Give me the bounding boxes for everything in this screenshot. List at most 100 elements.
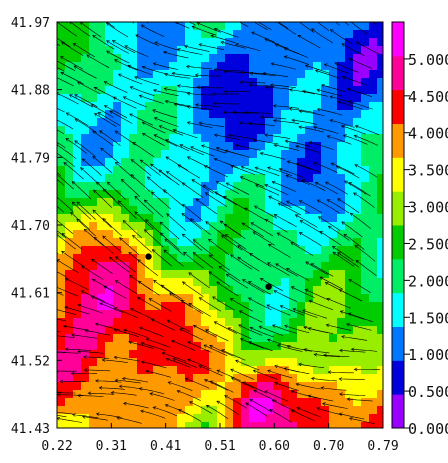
streamline <box>102 359 128 363</box>
heatmap-cell <box>177 150 186 159</box>
streamline <box>140 159 161 176</box>
heatmap-cell <box>329 62 338 71</box>
heatmap-cell <box>225 118 234 127</box>
heatmap-cell <box>201 278 210 287</box>
heatmap-cell <box>233 238 242 247</box>
streamline <box>240 338 265 349</box>
streamline <box>214 69 240 72</box>
streamline-arrowhead <box>57 416 60 421</box>
heatmap-cell <box>321 358 330 367</box>
heatmap-cell <box>337 406 346 415</box>
heatmap-cell <box>257 270 266 279</box>
heatmap-cell <box>273 318 282 327</box>
heatmap-cell <box>329 22 338 31</box>
heatmap-cell <box>217 110 226 119</box>
heatmap-cell <box>217 86 226 95</box>
heatmap-cell <box>193 46 202 55</box>
streamline-arrowhead <box>338 412 343 417</box>
heatmap-cell <box>57 86 66 95</box>
heatmap-cell <box>289 398 298 407</box>
heatmap-cell <box>161 198 170 207</box>
heatmap-cell <box>185 382 194 391</box>
heatmap-cell <box>137 62 146 71</box>
streamline-arrowhead <box>284 139 289 144</box>
streamline <box>351 348 377 352</box>
heatmap-cell <box>369 374 378 383</box>
streamline <box>253 390 278 402</box>
streamline <box>348 279 371 293</box>
heatmap-cell <box>249 126 258 135</box>
heatmap-cell <box>329 294 338 303</box>
streamline <box>271 63 297 70</box>
heatmap-cell <box>233 54 242 63</box>
streamline <box>354 245 376 262</box>
heatmap-cell <box>377 30 383 39</box>
streamline-arrowhead <box>204 379 208 383</box>
heatmap-cell <box>129 262 138 271</box>
heatmap-cell <box>233 110 242 119</box>
heatmap-cell <box>265 102 274 111</box>
heatmap-cell <box>161 230 170 239</box>
heatmap-cell <box>297 342 306 351</box>
streamline <box>342 76 367 86</box>
heatmap-cell <box>193 318 202 327</box>
heatmap-cell <box>73 382 82 391</box>
heatmap-cell <box>273 22 282 31</box>
heatmap-cell <box>105 286 114 295</box>
streamline-arrowhead <box>164 72 168 77</box>
heatmap-cell <box>169 230 178 239</box>
streamline <box>304 349 330 354</box>
streamline-arrowhead <box>111 40 116 44</box>
heatmap-cell <box>321 206 330 215</box>
y-tick-label: 41.52 <box>11 354 50 369</box>
streamline <box>141 24 165 37</box>
heatmap-cell <box>57 22 66 31</box>
heatmap-cell <box>329 118 338 127</box>
heatmap-cell <box>193 214 202 223</box>
heatmap-cell <box>337 222 346 231</box>
heatmap-cell <box>113 110 122 119</box>
heatmap-cell <box>193 398 202 407</box>
heatmap-cell <box>345 94 354 103</box>
heatmap-cell <box>89 158 98 167</box>
heatmap-cell <box>65 374 74 383</box>
streamline <box>57 77 74 87</box>
heatmap-cell <box>289 358 298 367</box>
streamline <box>154 117 179 127</box>
streamline <box>260 152 286 160</box>
streamline <box>77 304 103 314</box>
heatmap-cell <box>289 422 298 428</box>
heatmap-cell <box>217 150 226 159</box>
heatmap-cell <box>281 102 290 111</box>
streamline <box>284 47 309 58</box>
heatmap-cell <box>313 254 322 263</box>
streamline <box>315 70 340 79</box>
heatmap-cell <box>65 382 74 391</box>
heatmap-cell <box>305 190 314 199</box>
heatmap-cell <box>217 214 226 223</box>
streamline-arrowhead <box>92 35 97 39</box>
streamline <box>346 323 372 331</box>
streamline-arrowhead <box>140 342 145 346</box>
heatmap-cell <box>361 86 370 95</box>
heatmap-cell <box>329 310 338 319</box>
heatmap-cell <box>121 374 130 383</box>
heatmap-cell <box>361 158 370 167</box>
heatmap-cell <box>89 374 98 383</box>
heatmap-cell <box>377 334 383 343</box>
heatmap-cell <box>97 94 106 103</box>
heatmap-cell <box>113 398 122 407</box>
heatmap-cell <box>273 374 282 383</box>
heatmap-cell <box>105 102 114 111</box>
streamline-arrowhead <box>176 389 181 394</box>
heatmap-cell <box>89 214 98 223</box>
heatmap-cell <box>257 214 266 223</box>
heatmap-cell <box>313 102 322 111</box>
streamline-arrowhead <box>71 333 75 337</box>
heatmap-cell <box>65 326 74 335</box>
heatmap-cell <box>81 30 90 39</box>
streamline-arrowhead <box>341 221 346 225</box>
heatmap-cell <box>249 374 258 383</box>
heatmap-cell <box>225 326 234 335</box>
streamline-arrowhead <box>276 344 281 348</box>
